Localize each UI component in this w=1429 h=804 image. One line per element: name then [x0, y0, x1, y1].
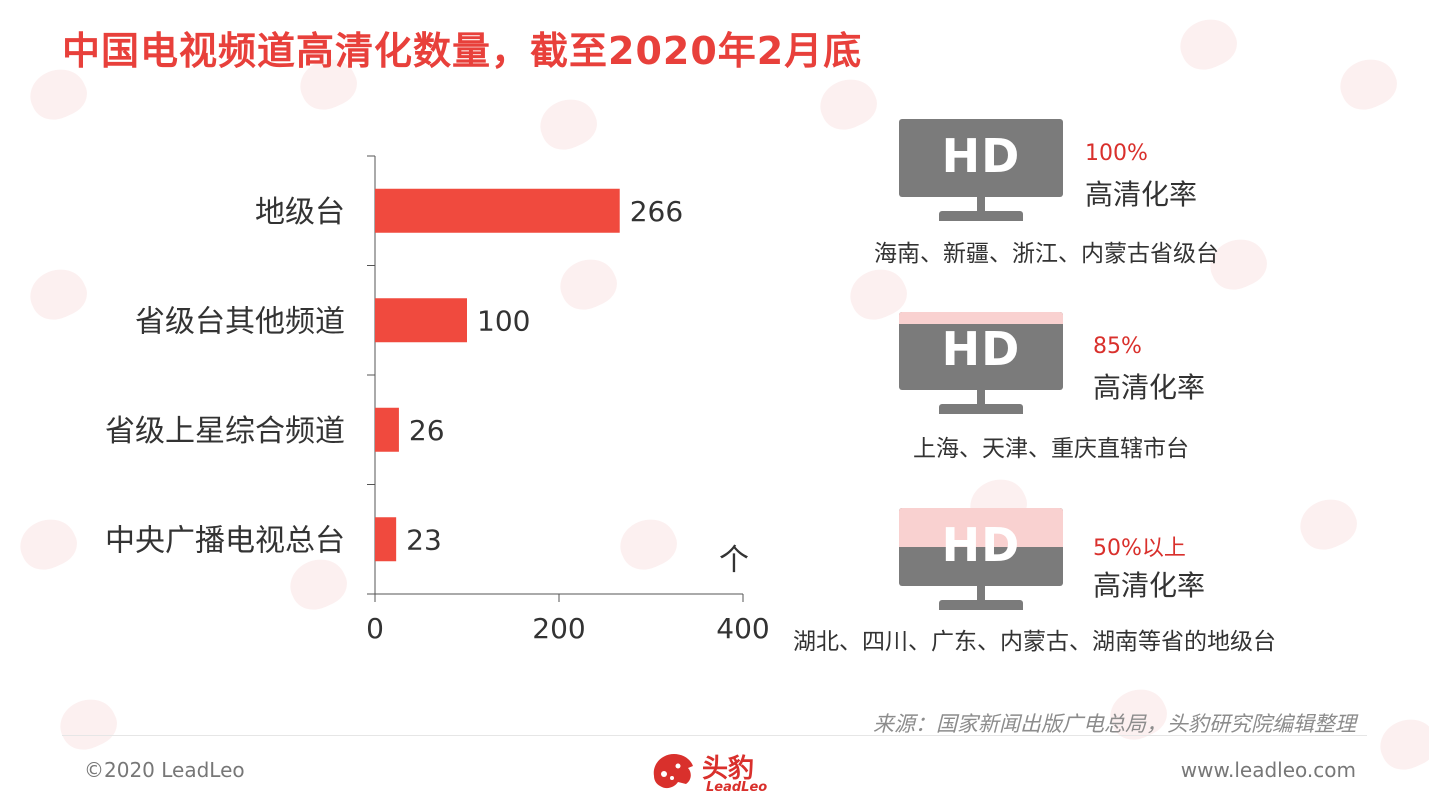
data-label: 26 [409, 414, 445, 447]
unit-label: 个 [719, 543, 749, 578]
data-label: 266 [630, 195, 683, 228]
category-label: 省级上星综合频道 [105, 414, 345, 449]
bar [375, 517, 397, 562]
category-label: 中央广播电视总台 [105, 523, 345, 558]
leopard-logo-icon [653, 754, 693, 789]
category-label: 省级台其他频道 [135, 304, 345, 339]
watermark-logo [1372, 710, 1429, 778]
x-tick-label: 0 [366, 612, 384, 645]
hd-panel-1: HD 100% 高清化率 [899, 119, 1379, 269]
hd-rate-label: 高清化率 [1093, 371, 1206, 404]
watermark-logo [52, 690, 124, 758]
hd-region-text: 上海、天津、重庆直辖市台 [913, 436, 1189, 462]
monitor-neck [977, 586, 985, 602]
data-label: 23 [406, 523, 442, 556]
x-tick-label: 400 [716, 612, 769, 645]
monitor-screen: HD [899, 508, 1063, 586]
screen-unfilled-portion [899, 312, 1063, 324]
page-title: 中国电视频道高清化数量，截至2020年2月底 [62, 29, 863, 73]
watermark-logo [812, 70, 884, 138]
monitor-neck [977, 197, 985, 213]
x-tick-label: 200 [532, 612, 585, 645]
hd-monitor-icon: HD [899, 119, 1063, 225]
category-label: 地级台 [255, 195, 345, 230]
monitor-stand [939, 600, 1023, 610]
hd-panel-3: HD 50%以上 高清化率 [899, 508, 1379, 658]
hd-badge: HD [941, 518, 1021, 572]
hd-monitor-icon: HD [899, 312, 1063, 418]
data-label: 100 [477, 304, 530, 337]
brand-logo: 头豹 LeadLeo [648, 742, 788, 802]
hd-badge: HD [941, 129, 1021, 183]
logo-chinese-text: 头豹 [702, 754, 755, 784]
hd-rate-label: 高清化率 [1093, 569, 1206, 602]
hd-monitor-icon: HD [899, 508, 1063, 614]
watermark-logo [1332, 50, 1404, 118]
hd-panel-2: HD 85% 高清化率 [899, 312, 1379, 462]
bar [375, 188, 620, 233]
monitor-neck [977, 390, 985, 406]
bar [375, 298, 467, 343]
monitor-screen: HD [899, 119, 1063, 197]
website-link[interactable]: www.leadleo.com [1180, 758, 1356, 782]
hd-region-text: 湖北、四川、广东、内蒙古、湖南等省的地级台 [793, 629, 1276, 655]
bar [375, 407, 399, 452]
copyright-text: ©2020 LeadLeo [84, 758, 245, 782]
hd-rate-value: 100% [1085, 141, 1148, 166]
hd-region-text: 海南、新疆、浙江、内蒙古省级台 [874, 241, 1219, 267]
source-note: 来源：国家新闻出版广电总局，头豹研究院编辑整理 [873, 712, 1356, 736]
hd-rate-value: 50%以上 [1093, 536, 1186, 561]
logo-english-text: LeadLeo [706, 780, 768, 795]
hd-badge: HD [941, 322, 1021, 376]
watermark-logo [1172, 10, 1244, 78]
monitor-stand [939, 211, 1023, 221]
hd-rate-value: 85% [1093, 334, 1142, 359]
hd-rate-label: 高清化率 [1085, 178, 1198, 211]
screen-unfilled-portion [899, 508, 1063, 547]
footer-divider [62, 735, 1367, 736]
monitor-stand [939, 404, 1023, 414]
monitor-screen: HD [899, 312, 1063, 390]
bar-chart: 0 200 400 地级台 266 省级台其他频道 100 省级上星综合频道 26 中央广播电视总… [105, 155, 770, 645]
